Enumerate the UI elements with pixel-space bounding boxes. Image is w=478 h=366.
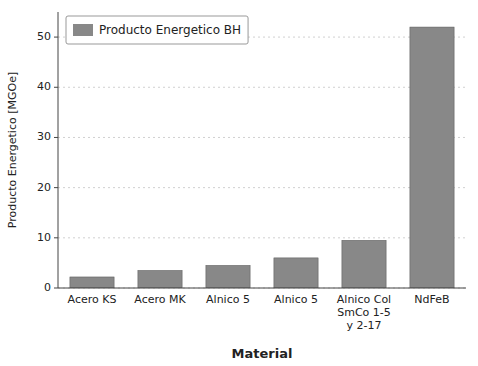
x-tick-label: Alnico 5 [206, 293, 250, 306]
bar [70, 277, 114, 288]
y-tick [54, 288, 58, 289]
x-axis: Acero KS Acero MK Alnico 5 Alnico 5 Alnico C… [58, 288, 466, 332]
y-tick [54, 37, 58, 38]
chart-container: 0 10 20 30 40 50 Acero KS Acero MK Alnico 5 Alnic… [0, 0, 478, 366]
legend-swatch [73, 24, 93, 36]
bar [342, 240, 386, 288]
grid [58, 37, 466, 288]
y-tick [54, 237, 58, 238]
grid-line [58, 288, 466, 289]
x-axis-line [58, 288, 466, 289]
x-tick-label: Acero MK [134, 293, 186, 306]
y-tick-label: 30 [37, 130, 51, 143]
legend-label: Producto Energetico BH [99, 23, 241, 37]
x-tick-label: Alnico 5 [274, 293, 318, 306]
x-tick-label: Acero KS [68, 293, 117, 306]
y-tick [54, 137, 58, 138]
grid-line [58, 237, 466, 238]
x-tick-label: NdFeB [414, 293, 449, 306]
y-tick-label: 20 [37, 181, 51, 194]
grid-line [58, 87, 466, 88]
bar [138, 270, 182, 288]
legend-box [66, 16, 248, 44]
y-tick-label: 10 [37, 231, 51, 244]
chart: 0 10 20 30 40 50 Acero KS Acero MK Alnico 5 Alnic… [0, 0, 478, 366]
y-axis: 0 10 20 30 40 50 [37, 12, 58, 294]
bar [274, 258, 318, 288]
grid-line [58, 187, 466, 188]
y-tick [54, 187, 58, 188]
y-tick [54, 87, 58, 88]
y-tick-label: 40 [37, 80, 51, 93]
bar [206, 265, 250, 288]
x-axis-label: Material [232, 346, 293, 361]
grid-line [58, 137, 466, 138]
bars [70, 27, 454, 288]
y-tick-label: 0 [44, 281, 51, 294]
bar [410, 27, 454, 288]
y-tick-label: 50 [37, 30, 51, 43]
y-axis-line [58, 12, 59, 288]
legend: Producto Energetico BH [66, 16, 248, 44]
x-tick-label: Alnico ColSmCo 1-5y 2-17 [337, 293, 391, 332]
y-axis-label: Producto Energetico [MGOe] [6, 72, 19, 228]
